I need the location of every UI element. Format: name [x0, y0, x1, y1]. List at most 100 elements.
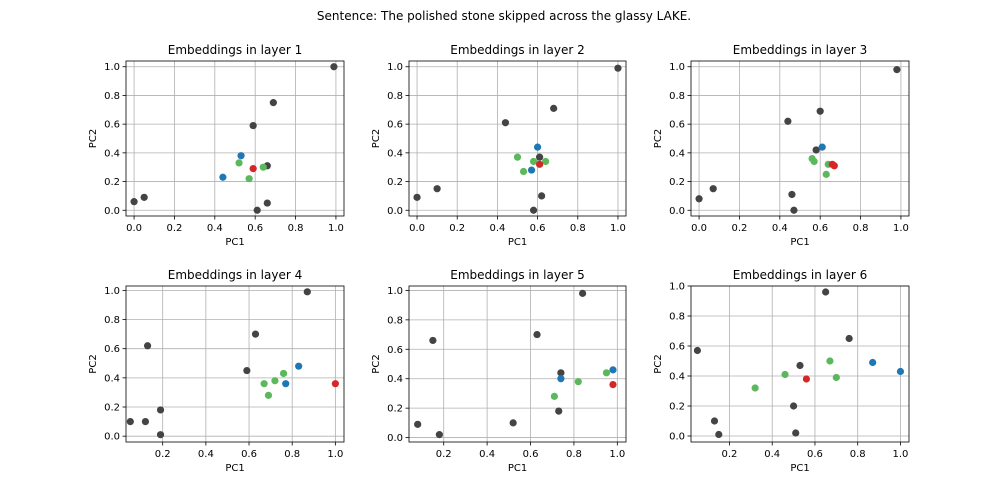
- y-tick-label: 0.0: [387, 206, 403, 217]
- axes-frame: [408, 285, 627, 443]
- point-blue: [869, 358, 877, 367]
- point-green: [781, 370, 789, 379]
- subplot-title: Embeddings in layer 1: [168, 43, 302, 57]
- subplot-layer-3: 0.0 0.2 0.4 0.6 0.8 1.0 0.0 0.2 0.4 0.6 0.8 1.0 Embe…: [653, 43, 910, 248]
- point-blue: [896, 367, 905, 376]
- point-gray: [695, 195, 703, 203]
- x-tick-label: 0.4: [198, 449, 214, 460]
- x-tick-label: 0.0: [126, 223, 142, 234]
- y-tick-label: 1.0: [104, 62, 120, 73]
- point-gray: [792, 429, 800, 437]
- y-tick-label: 0.0: [104, 432, 120, 443]
- point-gray: [156, 431, 165, 439]
- point-gray: [550, 104, 558, 112]
- x-tick-label: 0.8: [570, 223, 586, 234]
- x-tick-label: 0.6: [247, 223, 263, 234]
- x-tick-label: 0.2: [731, 223, 747, 234]
- point-gray: [536, 153, 544, 161]
- point-blue: [282, 380, 290, 388]
- point-gray: [715, 430, 723, 439]
- point-gray: [796, 361, 804, 370]
- y-tick-label: 0.4: [387, 148, 403, 159]
- point-blue: [295, 362, 303, 370]
- y-tick-label: 0.0: [104, 206, 120, 217]
- y-tick-label: 0.8: [669, 312, 685, 323]
- point-green: [751, 384, 759, 392]
- y-tick-label: 0.6: [387, 345, 403, 356]
- y-tick-label: 1.0: [387, 286, 403, 297]
- y-axis-label: PC2: [653, 354, 664, 373]
- x-axis-label: PC1: [790, 237, 809, 248]
- point-green: [235, 159, 243, 167]
- point-green: [259, 163, 267, 171]
- y-tick-label: 1.0: [387, 62, 403, 73]
- point-gray: [253, 206, 261, 214]
- axes-frame: [125, 285, 345, 443]
- x-tick-label: 0.6: [241, 449, 257, 460]
- x-axis-label: PC1: [508, 237, 527, 248]
- y-tick-label: 0.6: [104, 344, 120, 355]
- y-tick-label: 0.8: [104, 91, 120, 102]
- subplot-title: Embeddings in layer 3: [733, 43, 867, 57]
- y-tick-label: 0.4: [669, 372, 685, 383]
- x-tick-label: 0.2: [436, 449, 452, 460]
- x-tick-label: 0.0: [409, 223, 425, 234]
- point-gray: [501, 119, 510, 127]
- point-gray: [822, 288, 830, 296]
- y-tick-label: 0.2: [104, 177, 120, 188]
- point-gray: [435, 431, 443, 439]
- point-gray: [429, 336, 437, 345]
- x-tick-label: 1.0: [327, 449, 343, 460]
- subplot-title: Embeddings in layer 2: [450, 43, 584, 57]
- axes-frame: [690, 285, 910, 443]
- point-gray: [251, 330, 260, 338]
- point-red: [609, 381, 617, 389]
- x-axis-label: PC1: [508, 463, 527, 474]
- point-gray: [538, 192, 546, 200]
- figure-suptitle: Sentence: The polished stone skipped acr…: [317, 9, 691, 23]
- x-tick-label: 0.2: [166, 223, 182, 234]
- point-gray: [269, 99, 277, 107]
- point-gray: [784, 117, 792, 125]
- point-gray: [243, 366, 251, 375]
- y-tick-label: 1.0: [104, 286, 120, 297]
- point-red: [802, 375, 811, 383]
- subplot-layer-1: 0.0 0.2 0.4 0.6 0.8 1.0 0.0 0.2 0.4 0.6 0.8 1.0 Embe…: [88, 43, 345, 248]
- point-gray: [789, 402, 798, 410]
- y-axis-label: PC2: [88, 129, 99, 148]
- point-red: [830, 162, 838, 170]
- subplot-title: Embeddings in layer 6: [733, 268, 867, 282]
- point-gray: [893, 66, 901, 74]
- y-tick-label: 0.2: [387, 177, 403, 188]
- point-green: [260, 380, 268, 388]
- point-blue: [219, 173, 227, 181]
- point-gray: [816, 107, 824, 115]
- x-axis-label: PC1: [225, 463, 244, 474]
- point-gray: [788, 190, 796, 199]
- y-axis-label: PC2: [88, 354, 99, 373]
- point-green: [519, 167, 528, 176]
- point-blue: [237, 152, 245, 160]
- x-tick-label: 0.6: [523, 449, 539, 460]
- subplot-layer-6: 0.2 0.4 0.6 0.8 1.0 0.0 0.2 0.4 0.6 0.8 1.0 Embeddi…: [653, 268, 910, 474]
- x-tick-label: 1.0: [328, 223, 344, 234]
- point-blue: [609, 366, 617, 374]
- x-tick-label: 0.4: [479, 449, 495, 460]
- x-tick-label: 1.0: [609, 449, 625, 460]
- y-tick-label: 0.6: [104, 120, 120, 131]
- point-red: [249, 165, 257, 173]
- point-red: [536, 160, 544, 168]
- y-tick-label: 0.4: [104, 148, 120, 159]
- point-gray: [710, 417, 719, 425]
- x-tick-label: 0.4: [489, 223, 505, 234]
- x-tick-label: 0.6: [807, 449, 823, 460]
- point-gray: [790, 206, 798, 214]
- x-tick-label: 0.4: [772, 223, 788, 234]
- y-axis-label: PC2: [371, 129, 382, 148]
- x-tick-label: 0.0: [691, 223, 707, 234]
- x-tick-label: 0.2: [449, 223, 465, 234]
- x-tick-label: 0.6: [530, 223, 546, 234]
- point-green: [832, 373, 840, 382]
- subplot-title: Embeddings in layer 5: [450, 268, 584, 282]
- point-gray: [330, 63, 338, 71]
